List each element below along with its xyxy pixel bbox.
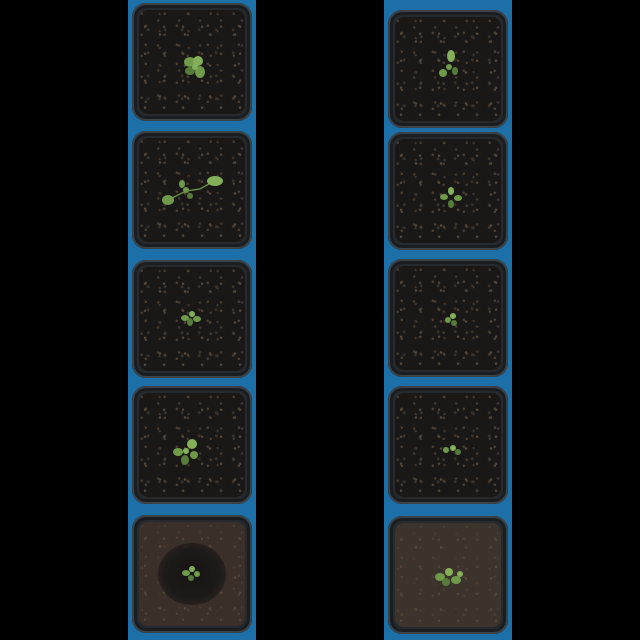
seedling [173,439,198,465]
pot [388,10,508,128]
soil [139,393,245,497]
soil [139,267,245,371]
seedling [443,445,461,455]
pot [132,515,252,633]
pot [388,516,508,634]
soil [395,393,501,497]
soil [395,266,501,370]
soil [139,138,245,242]
pot [388,132,508,250]
pot [132,260,252,378]
pot [388,386,508,504]
seedling [162,176,223,205]
seedling [440,187,462,208]
seedling [181,311,201,326]
pot [132,3,252,121]
pot [388,259,508,377]
pot [132,386,252,504]
tray-strip-right [384,0,512,640]
pot [132,131,252,249]
tray-strip-left [128,0,256,640]
seedling [439,50,458,77]
seedling [184,56,205,78]
seedling [182,566,200,581]
seedling [445,313,457,326]
seedling [435,568,463,586]
soil [139,522,245,626]
